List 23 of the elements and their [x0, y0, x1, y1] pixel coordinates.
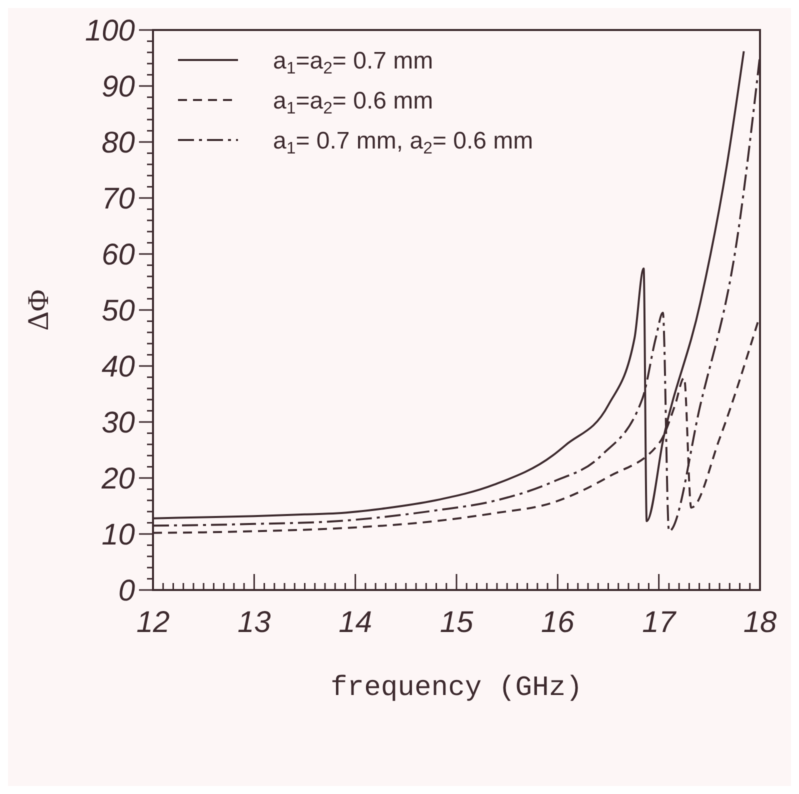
y-tick-label: 40: [102, 350, 136, 384]
y-tick-label: 80: [102, 126, 136, 160]
y-tick-label: 70: [102, 182, 136, 216]
y-tick-label: 50: [102, 294, 136, 328]
y-tick-label: 100: [84, 14, 136, 48]
y-tick-label: 0: [118, 574, 136, 608]
y-tick-label: 20: [100, 462, 136, 496]
legend-label: a$_{1}$= 0.7 mm, a$_{2}$= 0.6 mm: [273, 127, 534, 158]
x-tick-label: 15: [440, 606, 474, 639]
legend-label: a$_{1}$=a$_{2}$= 0.7 mm: [273, 47, 434, 78]
x-tick-label: 12: [136, 606, 170, 639]
y-tick-label: 10: [102, 518, 136, 552]
x-tick-label: 13: [237, 606, 272, 639]
x-tick-label: 17: [642, 606, 677, 639]
x-tick-label: 18: [743, 606, 777, 639]
y-tick-label: 30: [102, 406, 136, 440]
y-tick-label: 90: [102, 70, 136, 104]
legend-label: a$_{1}$=a$_{2}$= 0.6 mm: [273, 87, 434, 118]
x-tick-label: 14: [338, 606, 372, 639]
y-tick-label: 60: [102, 238, 136, 272]
x-axis-title: frequency (GHz): [330, 673, 583, 704]
x-tick-label: 16: [540, 606, 575, 639]
y-axis-title: ΔΦ: [22, 289, 55, 331]
